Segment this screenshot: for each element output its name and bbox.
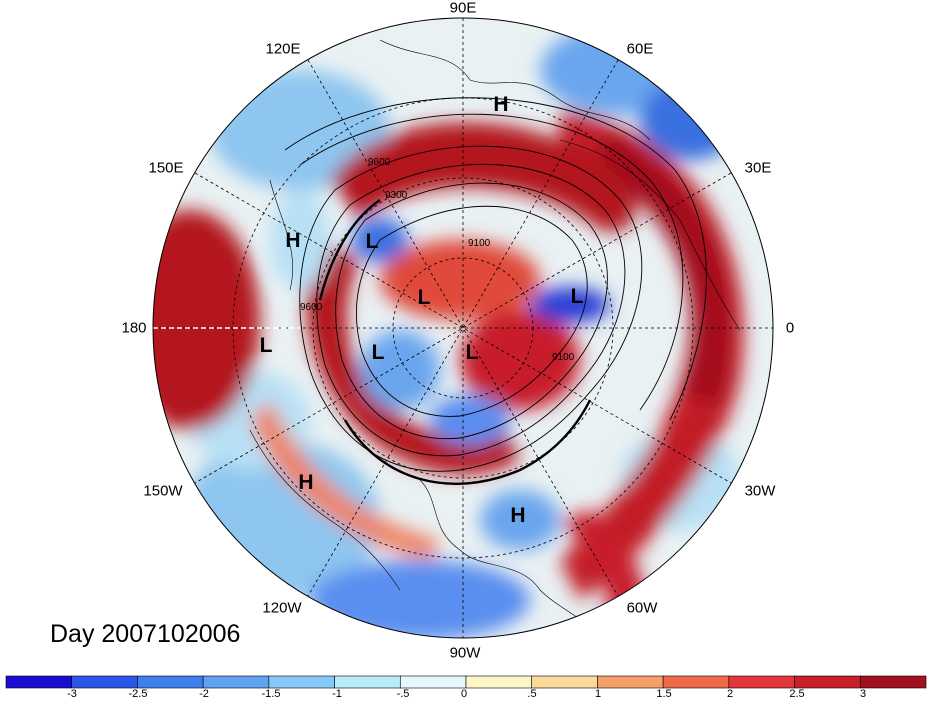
lon-label-60w: 60W xyxy=(626,599,658,617)
colorbar-tick: -2 xyxy=(199,688,209,700)
contour-label: 9100 xyxy=(552,352,575,363)
lon-label-90w: 90W xyxy=(449,644,481,662)
colorbar-swatch xyxy=(597,675,664,689)
lon-label-120w: 120W xyxy=(262,599,302,617)
contour-label: 9300 xyxy=(385,190,408,201)
colorbar-swatch xyxy=(728,675,795,689)
colorbar-tick: -2.5 xyxy=(128,688,148,700)
colorbar-tick: 0 xyxy=(460,688,468,700)
high-pressure-marker: H xyxy=(493,93,509,116)
colorbar-swatch xyxy=(5,675,73,689)
lon-label-30w: 30W xyxy=(744,482,776,500)
colorbar-swatch xyxy=(662,675,730,689)
colorbar-tick: -3 xyxy=(67,688,77,700)
colorbar-swatch xyxy=(794,675,861,689)
high-pressure-marker: H xyxy=(298,471,314,494)
colorbar-tick: -1 xyxy=(332,688,342,700)
colorbar-swatch xyxy=(137,675,204,689)
graticule xyxy=(153,18,773,638)
colorbar xyxy=(5,675,927,689)
contour-label: 9100 xyxy=(468,238,491,249)
colorbar-swatch xyxy=(859,675,927,689)
low-pressure-marker: L xyxy=(417,286,431,309)
colorbar-tick: -.5 xyxy=(396,688,410,700)
colorbar-swatch xyxy=(334,675,401,689)
lon-label-180: 180 xyxy=(121,319,147,337)
high-pressure-marker: H xyxy=(285,229,301,252)
low-pressure-marker: L xyxy=(371,341,385,364)
height-contours xyxy=(284,97,707,485)
colorbar-tick: 2.5 xyxy=(789,688,805,700)
low-pressure-marker: L xyxy=(259,334,273,357)
high-pressure-marker: H xyxy=(510,504,526,527)
colorbar-swatch xyxy=(268,675,335,689)
lon-label-90e: 90E xyxy=(449,0,477,17)
lon-label-30e: 30E xyxy=(744,159,772,177)
map-boundary xyxy=(152,17,774,639)
coastlines xyxy=(249,39,741,638)
low-pressure-marker: L xyxy=(365,230,379,253)
colorbar-ticks: -3 -2.5 -2 -1.5 -1 -.5 0 .5 1 1.5 2 2.5 … xyxy=(0,688,928,702)
contour-label-group: 9600 9300 9100 9600 9100 xyxy=(300,157,575,363)
colorbar-swatch xyxy=(202,675,270,689)
colorbar-swatch xyxy=(399,675,467,689)
lon-label-120e: 120E xyxy=(265,40,301,58)
contour-label: 9600 xyxy=(300,302,323,313)
colorbar-tick: 1 xyxy=(594,688,602,700)
colorbar-swatch xyxy=(531,675,598,689)
colorbar-tick: 2 xyxy=(726,688,734,700)
low-pressure-marker: L xyxy=(465,341,479,364)
colorbar-swatch xyxy=(465,675,533,689)
low-pressure-marker: L xyxy=(570,285,584,308)
colorbar-tick: .5 xyxy=(527,688,537,700)
contour-label: 9600 xyxy=(368,157,391,168)
colorbar-tick: 1.5 xyxy=(656,688,672,700)
lon-label-0: 0 xyxy=(785,319,795,337)
lon-label-150e: 150E xyxy=(148,159,184,177)
anomaly-field xyxy=(153,18,773,638)
lon-label-60e: 60E xyxy=(626,40,654,58)
colorbar-swatch xyxy=(71,675,138,689)
date-label: Day 2007102006 xyxy=(50,620,241,648)
colorbar-tick: 3 xyxy=(859,688,867,700)
colorbar-tick: -1.5 xyxy=(261,688,281,700)
lon-label-150w: 150W xyxy=(143,482,183,500)
